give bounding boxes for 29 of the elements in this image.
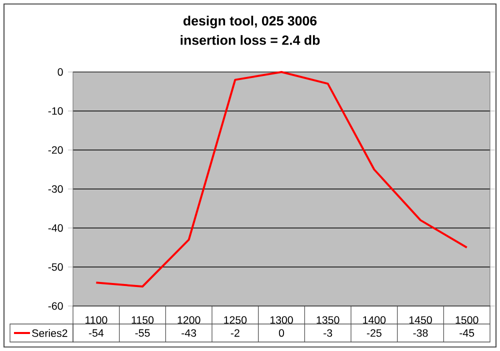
- data-label: -3: [324, 329, 332, 337]
- y-tick-label: -60: [48, 302, 63, 310]
- x-tick-label: 1100: [86, 316, 108, 324]
- line-series: [95, 71, 468, 288]
- data-label: 0: [278, 329, 284, 337]
- data-label: -43: [182, 329, 196, 337]
- y-tick-label: 0: [58, 68, 63, 76]
- data-label: -45: [460, 329, 474, 337]
- data-label: -54: [88, 329, 104, 337]
- chart-title: design tool, 025 3006: [183, 16, 317, 28]
- x-tick-label: 1450: [409, 316, 432, 324]
- y-tick-label: -10: [48, 107, 63, 115]
- data-label: -25: [366, 329, 382, 337]
- y-tick-label: -20: [48, 146, 63, 154]
- y-tick-label: -50: [48, 263, 63, 271]
- data-label: -38: [413, 329, 428, 337]
- y-tick-label: -40: [48, 224, 63, 232]
- data-label: -55: [135, 329, 150, 337]
- legend-label: Series2: [32, 329, 68, 337]
- x-tick-label: 1150: [132, 316, 154, 324]
- chart-subtitle: insertion loss = 2.4 db: [180, 35, 320, 45]
- x-tick-label: 1300: [270, 316, 293, 324]
- x-tick-label: 1500: [456, 316, 478, 324]
- x-tick-label: 1250: [224, 316, 247, 324]
- x-tick-label: 1200: [178, 316, 200, 324]
- x-tick-label: 1400: [363, 316, 386, 324]
- data-label: -2: [230, 329, 240, 337]
- x-tick-label: 1350: [316, 316, 340, 324]
- y-tick-label: -30: [48, 185, 63, 193]
